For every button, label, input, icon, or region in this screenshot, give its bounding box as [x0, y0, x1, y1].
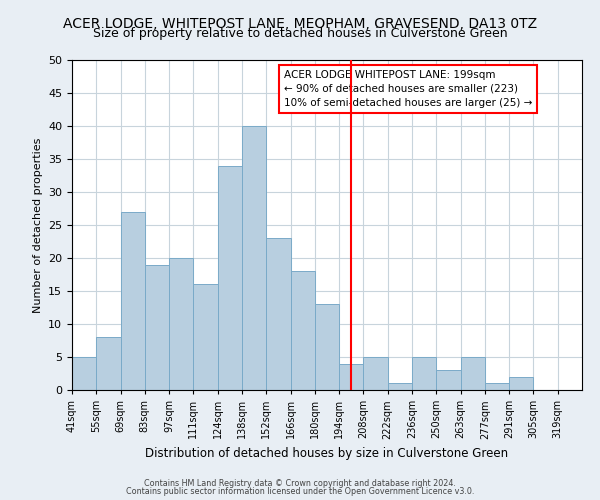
- Text: Contains HM Land Registry data © Crown copyright and database right 2024.: Contains HM Land Registry data © Crown c…: [144, 479, 456, 488]
- Bar: [388, 384, 412, 390]
- Bar: [242, 126, 266, 390]
- X-axis label: Distribution of detached houses by size in Culverstone Green: Distribution of detached houses by size …: [145, 447, 509, 460]
- Text: ACER LODGE, WHITEPOST LANE, MEOPHAM, GRAVESEND, DA13 0TZ: ACER LODGE, WHITEPOST LANE, MEOPHAM, GRA…: [63, 18, 537, 32]
- Bar: [266, 238, 290, 390]
- Bar: [96, 337, 121, 390]
- Y-axis label: Number of detached properties: Number of detached properties: [32, 138, 43, 312]
- Bar: [193, 284, 218, 390]
- Text: Contains public sector information licensed under the Open Government Licence v3: Contains public sector information licen…: [126, 486, 474, 496]
- Text: ACER LODGE WHITEPOST LANE: 199sqm
← 90% of detached houses are smaller (223)
10%: ACER LODGE WHITEPOST LANE: 199sqm ← 90% …: [284, 70, 532, 108]
- Text: Size of property relative to detached houses in Culverstone Green: Size of property relative to detached ho…: [92, 28, 508, 40]
- Bar: [315, 304, 339, 390]
- Bar: [218, 166, 242, 390]
- Bar: [121, 212, 145, 390]
- Bar: [145, 264, 169, 390]
- Bar: [72, 357, 96, 390]
- Bar: [509, 377, 533, 390]
- Bar: [290, 271, 315, 390]
- Bar: [461, 357, 485, 390]
- Bar: [364, 357, 388, 390]
- Bar: [339, 364, 364, 390]
- Bar: [485, 384, 509, 390]
- Bar: [412, 357, 436, 390]
- Bar: [169, 258, 193, 390]
- Bar: [436, 370, 461, 390]
